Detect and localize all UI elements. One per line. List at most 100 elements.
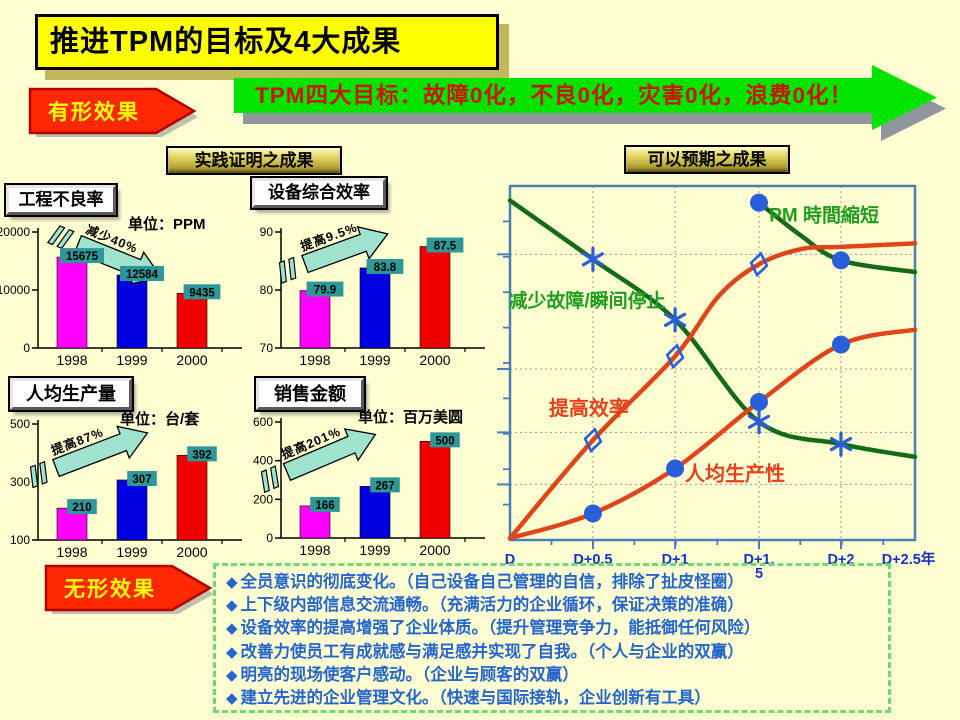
intangible-effects-label: 无形效果 [64, 577, 156, 601]
bar-value-badge [60, 248, 104, 264]
bullet-item: ◆ 明亮的现场使客户感动。（企业与顾客的双赢） [226, 664, 878, 687]
bar-1998 [56, 256, 88, 349]
x-tick-label: 2000 [176, 352, 207, 368]
section-heading-proven-text: 实践证明之成果 [194, 151, 314, 170]
bar-value-badge [430, 432, 460, 448]
bar-value: 83.8 [374, 262, 397, 274]
x-tick-label: 1999 [116, 544, 147, 560]
bullet-text: 上下级内部信息交流通畅。（充满活力的企业循环，保证决策的准确） [240, 596, 744, 615]
intangible-effects-arrow: 无形效果 [44, 564, 214, 614]
diamond-bullet-icon: ◆ [226, 574, 238, 591]
svg-text:0: 0 [23, 341, 30, 355]
bar-2000 [176, 455, 208, 541]
bullet-item: ◆ 全员意识的彻底变化。（自己设备自己管理的自信，排除了扯皮怪圈） [226, 571, 878, 594]
series-diamond [507, 241, 918, 541]
svg-text:500: 500 [10, 417, 30, 431]
arrow-shape [44, 564, 213, 612]
x-tick-label: 1999 [116, 352, 147, 368]
diamond-bullet-icon: ◆ [226, 690, 238, 708]
svg-text:80: 80 [260, 283, 274, 297]
bar-value: 166 [315, 500, 334, 512]
bar-value-badge [67, 499, 97, 515]
diamond-bullet-icon: ◆ [226, 643, 238, 661]
unit-label-million-usd: 单位：百万美圆 [358, 409, 464, 426]
bar-value: 12584 [126, 269, 159, 281]
bar-1999 [116, 479, 148, 541]
intangible-effects-list: ◆ 全员意识的彻底变化。（自己设备自己管理的自信，排除了扯皮怪圈） ◆ 上下级内部信息… [213, 563, 891, 713]
dot-marker [831, 251, 850, 270]
series-label: PM 時間縮短 [769, 203, 879, 226]
dot-marker [749, 193, 768, 212]
bar-value: 392 [192, 449, 211, 461]
x-tick-label: 1999 [359, 542, 390, 558]
bar-value: 9435 [189, 287, 215, 299]
x-axis-label: D+2.5年 [882, 550, 936, 568]
x-tick-label: 1998 [56, 544, 87, 560]
bar-value-badge [426, 237, 464, 253]
bullet-item: ◆ 建立先进的企业管理文化。（快速与国际接轨，企业创新有工具） [226, 687, 878, 710]
bar-1999 [359, 486, 391, 539]
dot-marker [749, 392, 768, 411]
bar-1999 [116, 274, 148, 349]
bar-value: 15675 [66, 251, 99, 263]
bullet-text: 设备效率的提高增强了企业体质。（提升管理竞争力，能抵御任何风险） [240, 619, 761, 638]
x-tick-label: 2000 [419, 352, 450, 368]
arrow-shape [28, 87, 197, 135]
bar-value-badge [370, 477, 400, 493]
bar-1998 [299, 290, 331, 349]
bar-value: 79.9 [314, 285, 336, 297]
asterisk-marker [663, 307, 687, 333]
svg-text:20000: 20000 [0, 225, 30, 239]
chart-title-output-per-capita: 人均生产量 [10, 378, 132, 410]
diamond-bullet-icon: ◆ [226, 620, 238, 638]
x-axis-label: D [505, 552, 515, 568]
diamond-marker [749, 251, 769, 278]
unit-label-ppm: 单位：PPM [128, 216, 206, 233]
dot-marker [666, 459, 685, 478]
bullet-item: ◆ 改善力使员工有成就感与满足感并实现了自我。（个人与企业的双赢） [226, 641, 878, 664]
diamond-bullet-icon: ◆ [226, 666, 238, 684]
bullet-item: ◆ 设备效率的提高增强了企业体质。（提升管理竞争力，能抵御任何风险） [226, 617, 878, 640]
bar-value-badge [127, 470, 157, 486]
chart-title-sales: 销售金额 [256, 378, 364, 410]
page-title-text: 推进TPM的目标及4大成果 [50, 26, 402, 58]
series-dot [507, 327, 918, 541]
section-heading-proven: 实践证明之成果 [166, 146, 342, 175]
tpm-goals-banner: TPM四大目标：故障0化，不良0化，灾害0化，浪费0化！ [234, 65, 946, 141]
tpm-goals-text: TPM四大目标：故障0化，不良0化，灾害0化，浪费0化！ [255, 82, 853, 108]
tangible-effects-arrow: 有形效果 [28, 87, 198, 137]
x-tick-label: 1998 [56, 352, 87, 368]
bar-value-badge [120, 266, 164, 282]
section-heading-expected: 可以预期之成果 [624, 145, 790, 174]
svg-text:600: 600 [253, 415, 273, 429]
bullet-text: 改善力使员工有成就感与满足感并实现了自我。（个人与企业的双赢） [240, 642, 744, 661]
unit-label-sets: 单位：台/套 [120, 411, 200, 428]
defect-rate-chart: 01000020000199819992000减少40%156751258494… [0, 222, 242, 368]
svg-text:200: 200 [253, 492, 273, 506]
bar-value: 307 [132, 474, 151, 486]
svg-text:10000: 10000 [0, 283, 30, 297]
series-label: 提高效率 [549, 396, 629, 420]
x-tick-label: 1998 [299, 542, 330, 558]
bar-value: 87.5 [434, 241, 457, 253]
bar-value-badge [183, 284, 221, 300]
svg-text:300: 300 [10, 475, 30, 489]
diamond-bullet-icon: ◆ [226, 597, 238, 615]
x-tick-label: 2000 [176, 544, 207, 560]
x-tick-label: 1999 [359, 352, 390, 368]
series-label: 人均生产性 [685, 462, 785, 486]
asterisk-marker [581, 246, 605, 272]
svg-text:100: 100 [10, 533, 30, 547]
bar-value-badge [310, 496, 340, 512]
tangible-effects-label: 有形效果 [48, 100, 140, 124]
dot-marker [583, 504, 602, 523]
bar-value-badge [366, 258, 404, 274]
bullet-text: 全员意识的彻底变化。（自己设备自己管理的自信，排除了扯皮怪圈） [240, 573, 744, 591]
bar-2000 [176, 292, 208, 349]
bar-value: 210 [72, 502, 91, 514]
series-dot [756, 200, 918, 275]
